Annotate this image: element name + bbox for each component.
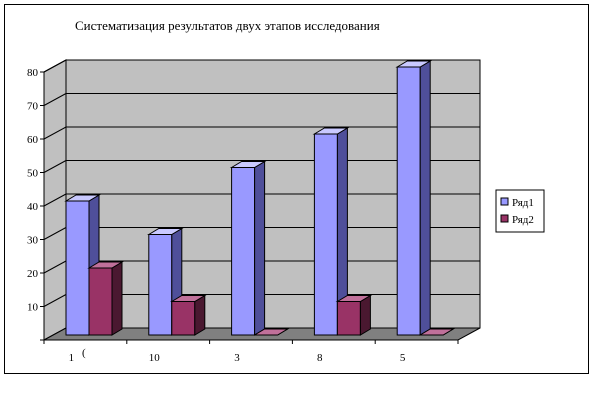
bar-Ряд1-3 bbox=[229, 160, 267, 336]
x-tick-label: 10 bbox=[149, 352, 161, 364]
plot-area: 10 20 30 40 50 60 70 80 1 10 3 8 5 ( bbox=[27, 59, 481, 364]
bar-Ряд2-10 bbox=[169, 294, 207, 336]
bar-top bbox=[229, 161, 267, 168]
legend-label: Ряд2 bbox=[512, 214, 534, 226]
bar-Ряд2-3 bbox=[252, 328, 290, 336]
bar-front bbox=[148, 234, 173, 336]
y-tick-label: 70 bbox=[27, 101, 39, 113]
bar-front bbox=[336, 301, 361, 336]
bar-top bbox=[418, 328, 456, 336]
y-tick-label: 60 bbox=[27, 134, 39, 146]
y-tick-label: 10 bbox=[27, 302, 39, 314]
bar-front bbox=[171, 301, 196, 336]
bar-Ряд1-5 bbox=[395, 60, 433, 336]
y-tick-label: 20 bbox=[27, 268, 39, 280]
stray-mark: ( bbox=[82, 347, 86, 359]
bar-Ряд1-8 bbox=[312, 127, 350, 336]
gridline-side bbox=[43, 260, 67, 274]
legend-box bbox=[495, 189, 545, 233]
gridline-side bbox=[43, 93, 67, 106]
bar-Ряд2-5 bbox=[418, 328, 456, 336]
gridline-side bbox=[43, 59, 67, 73]
bar-top bbox=[312, 127, 350, 135]
bar-side bbox=[359, 294, 371, 336]
gridline-side bbox=[43, 160, 67, 173]
bar-side bbox=[254, 160, 266, 336]
bar-top bbox=[335, 295, 373, 302]
bar-Ряд2-8 bbox=[335, 294, 373, 336]
y-tick-label: 30 bbox=[27, 235, 39, 247]
bar-front bbox=[396, 66, 421, 336]
legend-swatch bbox=[500, 197, 509, 206]
bar-front bbox=[231, 167, 256, 336]
chart-title: Систематизация результатов двух этапов и… bbox=[75, 18, 380, 33]
y-tick-label: 40 bbox=[27, 201, 39, 213]
bar-top bbox=[169, 295, 207, 302]
bar-top bbox=[87, 261, 124, 269]
bar-top bbox=[252, 328, 290, 336]
bar-front bbox=[65, 200, 90, 336]
x-tick-label: 3 bbox=[234, 352, 240, 364]
x-tick-label: 1 bbox=[69, 352, 75, 364]
bar-front bbox=[313, 133, 338, 336]
y-tick-label: 80 bbox=[27, 67, 39, 79]
bar-top bbox=[395, 60, 433, 68]
y-tick-label: 50 bbox=[27, 168, 39, 180]
x-tick-label: 5 bbox=[400, 352, 406, 364]
x-tick-label: 8 bbox=[317, 352, 323, 364]
legend: Ряд1 Ряд2 bbox=[495, 189, 545, 233]
bar-side bbox=[194, 294, 206, 336]
bar-top bbox=[64, 194, 101, 202]
legend-label: Ряд1 bbox=[512, 197, 534, 209]
gridline-side bbox=[43, 126, 67, 140]
gridline-side bbox=[43, 294, 67, 307]
bar-side bbox=[111, 261, 123, 336]
legend-swatch bbox=[500, 214, 509, 223]
gridline-side bbox=[43, 227, 67, 240]
bar-side bbox=[419, 60, 431, 336]
bar-front bbox=[88, 267, 113, 336]
bar-Ряд2-1 bbox=[87, 261, 124, 336]
gridline-side bbox=[43, 193, 67, 207]
bars bbox=[64, 60, 456, 336]
bar-top bbox=[146, 228, 184, 235]
